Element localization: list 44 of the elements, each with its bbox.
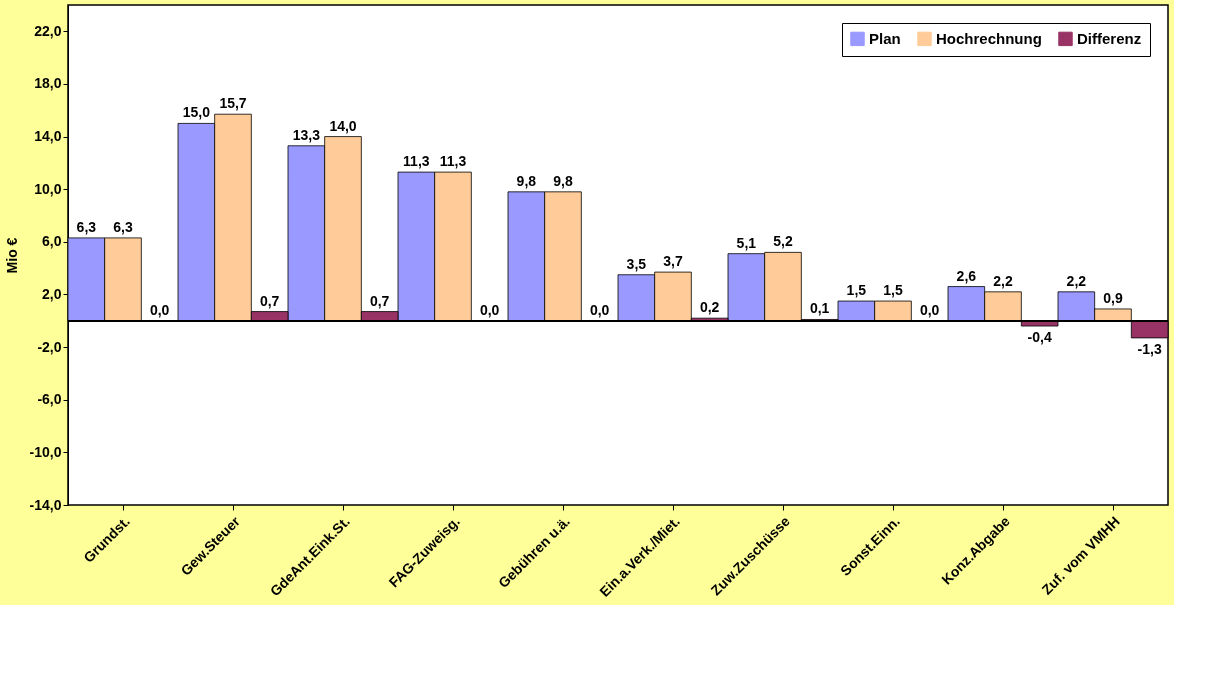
data-label: 1,5 xyxy=(846,282,867,299)
y-tick-label: 6,0 xyxy=(42,233,62,250)
data-label: 2,2 xyxy=(1066,272,1087,289)
data-label: 15,7 xyxy=(219,95,247,112)
y-tick-label: 10,0 xyxy=(34,180,62,197)
data-label: 0,2 xyxy=(699,299,720,316)
data-label: 2,6 xyxy=(956,267,977,284)
data-label: 14,0 xyxy=(329,117,357,134)
data-label: 0,0 xyxy=(589,301,610,318)
data-label: 3,7 xyxy=(663,253,683,270)
y-axis-title: Mio € xyxy=(3,237,20,274)
y-tick-label: 2,0 xyxy=(42,285,62,302)
legend-label: Plan xyxy=(869,29,901,47)
y-tick-label: -14,0 xyxy=(29,496,62,513)
data-label: 6,3 xyxy=(113,218,133,235)
data-label: 9,8 xyxy=(516,172,537,189)
y-tick-label: 18,0 xyxy=(34,75,62,92)
data-label: 11,3 xyxy=(439,153,467,170)
y-tick-label: -2,0 xyxy=(37,338,62,355)
data-label: 5,2 xyxy=(773,233,793,250)
data-label: 0,0 xyxy=(919,301,940,318)
data-label: 3,5 xyxy=(626,255,647,272)
data-label: 13,3 xyxy=(292,126,321,143)
data-label: -0,4 xyxy=(1027,329,1052,346)
data-label: 6,3 xyxy=(76,218,97,235)
y-tick-label: 22,0 xyxy=(34,22,62,39)
legend-label: Hochrechnung xyxy=(936,29,1042,47)
data-label: 5,1 xyxy=(736,234,757,251)
y-tick-label: -6,0 xyxy=(37,391,62,408)
data-label: 9,8 xyxy=(553,172,573,189)
data-label: 1,5 xyxy=(883,282,903,299)
y-tick-label: 14,0 xyxy=(34,128,62,145)
legend-label: Differenz xyxy=(1077,29,1142,47)
data-label: 0,7 xyxy=(369,292,390,309)
data-label: 0,0 xyxy=(479,301,500,318)
data-label: 0,1 xyxy=(809,300,830,317)
data-label: -1,3 xyxy=(1137,340,1162,357)
data-label: 2,2 xyxy=(993,272,1013,289)
data-label: 0,0 xyxy=(149,301,170,318)
data-label: 15,0 xyxy=(182,104,211,121)
data-label: 0,9 xyxy=(1103,289,1123,306)
data-label: 11,3 xyxy=(403,153,430,170)
y-tick-label: -10,0 xyxy=(29,443,62,460)
data-label: 0,7 xyxy=(259,292,280,309)
